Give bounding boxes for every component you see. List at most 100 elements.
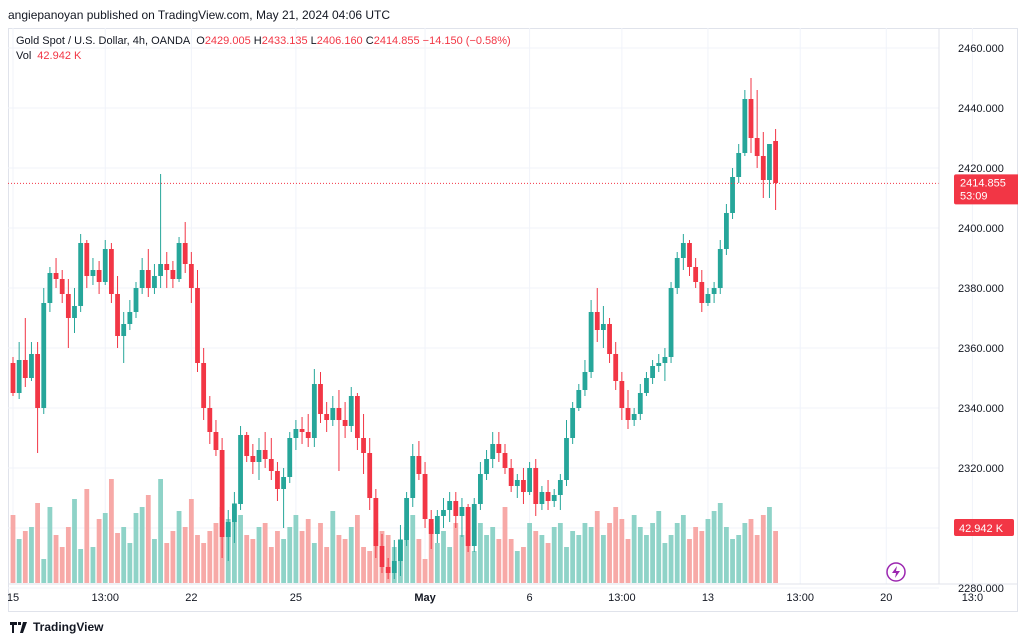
volume-bar (680, 515, 686, 583)
volume-bar (717, 503, 723, 583)
candle-body (145, 270, 151, 288)
volume-label[interactable]: Vol (16, 50, 32, 62)
footer-brand[interactable]: TradingView (33, 620, 104, 634)
candle-body (22, 360, 28, 378)
volume-bar (588, 527, 594, 583)
candle-body (416, 456, 422, 474)
volume-bar (275, 531, 280, 583)
volume-bar (687, 539, 692, 583)
volume-bar (195, 535, 200, 583)
symbol-label[interactable]: Gold Spot / U.S. Dollar, 4h, OANDA (16, 35, 191, 47)
volume-bar (53, 535, 59, 583)
candle-body (121, 324, 127, 336)
volume-bar (65, 527, 71, 583)
candle-body (152, 276, 157, 288)
volume-bar (72, 499, 77, 583)
price-tag-countdown: 53:09 (960, 190, 988, 202)
volume-bar (47, 507, 53, 583)
candle-body (465, 507, 471, 546)
candle-body (533, 468, 539, 504)
candle-body (631, 414, 637, 420)
candle-body (594, 312, 600, 330)
time-tick-label: 22 (185, 592, 197, 604)
candle-body (588, 312, 594, 372)
volume-bar (576, 535, 582, 583)
volume-bar (268, 547, 274, 583)
candle-body (773, 141, 778, 183)
candle-body (373, 498, 379, 546)
volume-bar (416, 539, 422, 583)
candle-body (367, 453, 373, 498)
time-axis[interactable]: 15 13:00 22 25 May 6 13:00 13 13:00 20 13:0 (8, 583, 1018, 604)
candle-body (760, 156, 766, 180)
volume-bar (152, 539, 157, 583)
candle-body (730, 177, 735, 213)
candle-body (188, 264, 194, 288)
price-tick-label: 2360.000 (958, 343, 1004, 355)
axis-tags: 2414.855 53:09 42.942 K (954, 174, 1018, 536)
volume-bar (594, 511, 600, 583)
volume-bar (342, 539, 348, 583)
volume-bar (293, 515, 299, 583)
candle-body (521, 480, 526, 492)
candle-body (508, 468, 514, 486)
volume-bar (41, 559, 47, 583)
candle-body (717, 249, 723, 288)
tradingview-logo-icon[interactable] (10, 621, 28, 633)
close-label: C (365, 35, 374, 47)
volume-bar (459, 535, 465, 583)
candle-body (613, 354, 619, 381)
candle-body (379, 546, 385, 567)
candle-body (16, 360, 22, 393)
candle-body (767, 144, 772, 180)
candle-body (545, 492, 551, 501)
candle-body (232, 504, 237, 522)
volume-bar (674, 523, 680, 583)
candle-body (250, 456, 256, 462)
lightning-icon[interactable] (886, 562, 906, 582)
volume-bar (318, 523, 323, 583)
time-tick-label: 6 (527, 592, 533, 604)
price-chart[interactable]: 2460.000 2440.000 2420.000 2400.000 2380.000… (8, 28, 1018, 612)
volume-bar (213, 523, 219, 583)
price-tick-label: 2340.000 (958, 403, 1004, 415)
candle-body (687, 243, 692, 267)
candle-body (644, 378, 649, 393)
price-axis[interactable]: 2460.000 2440.000 2420.000 2400.000 2380.000… (938, 28, 1004, 595)
candle-body (219, 450, 225, 537)
candle-body (656, 363, 662, 366)
time-tick-label: 13:00 (608, 592, 636, 604)
logo-shape (10, 621, 27, 633)
candle-body (582, 372, 588, 390)
candle-body (72, 306, 77, 318)
volume-bar (299, 531, 305, 583)
candle-body (527, 468, 532, 492)
candle-body (557, 480, 563, 495)
volume-bar (201, 543, 207, 583)
candle-body (434, 516, 440, 534)
close-value: 2414.855 (373, 35, 420, 47)
candle-body (607, 324, 612, 354)
candle-body (471, 504, 477, 546)
candle-body (213, 432, 219, 450)
candle-body (361, 438, 366, 453)
high-value: 2433.135 (261, 35, 308, 47)
candle-body (305, 432, 311, 438)
volume-bar (422, 559, 428, 583)
price-tick-label: 2280.000 (958, 583, 1004, 595)
candle-body (539, 492, 545, 504)
candle-body (601, 324, 606, 330)
candle-body (164, 264, 170, 270)
volume-bar (281, 539, 286, 583)
candle-body (724, 213, 729, 249)
candle-body (484, 459, 489, 474)
candle-body (262, 450, 268, 459)
candle-body (348, 396, 354, 426)
volume-bar (724, 527, 729, 583)
candle-body (47, 273, 53, 303)
candle-body (59, 279, 65, 294)
volume-bar (625, 539, 631, 583)
volume-bar (238, 515, 243, 583)
time-tick-label: 20 (880, 592, 892, 604)
lightning-icon-glyph (892, 566, 900, 578)
